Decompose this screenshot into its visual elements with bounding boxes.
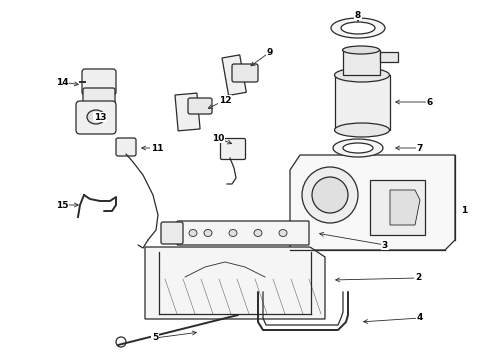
- Text: 12: 12: [218, 95, 231, 104]
- Bar: [334, 75, 389, 130]
- Ellipse shape: [334, 68, 389, 82]
- FancyBboxPatch shape: [116, 138, 136, 156]
- Ellipse shape: [340, 22, 374, 34]
- Text: 7: 7: [416, 144, 422, 153]
- Bar: [175, 93, 200, 131]
- Ellipse shape: [342, 46, 379, 54]
- FancyBboxPatch shape: [83, 88, 115, 108]
- FancyBboxPatch shape: [220, 139, 245, 159]
- Text: 13: 13: [94, 113, 106, 122]
- Ellipse shape: [279, 230, 286, 237]
- Text: 6: 6: [426, 98, 432, 107]
- Text: 2: 2: [414, 274, 420, 283]
- FancyBboxPatch shape: [76, 101, 116, 134]
- Bar: [342, 50, 379, 75]
- Ellipse shape: [253, 230, 262, 237]
- Text: 8: 8: [354, 10, 360, 19]
- FancyBboxPatch shape: [82, 69, 116, 95]
- Polygon shape: [289, 155, 454, 250]
- FancyBboxPatch shape: [231, 64, 258, 82]
- Circle shape: [311, 177, 347, 213]
- Ellipse shape: [330, 18, 384, 38]
- Ellipse shape: [332, 139, 382, 157]
- Text: 14: 14: [56, 77, 68, 86]
- Text: 3: 3: [381, 240, 387, 249]
- Circle shape: [302, 167, 357, 223]
- Text: 15: 15: [56, 201, 68, 210]
- Ellipse shape: [228, 230, 237, 237]
- FancyBboxPatch shape: [177, 221, 308, 245]
- Bar: [369, 180, 424, 235]
- Ellipse shape: [334, 123, 389, 137]
- Text: 5: 5: [152, 333, 158, 342]
- Polygon shape: [145, 247, 325, 319]
- Ellipse shape: [189, 230, 197, 237]
- FancyBboxPatch shape: [161, 222, 183, 244]
- Text: 1: 1: [460, 206, 466, 215]
- Bar: [222, 55, 246, 95]
- Text: 4: 4: [416, 314, 422, 323]
- Ellipse shape: [203, 230, 212, 237]
- Text: 10: 10: [211, 134, 224, 143]
- Text: 11: 11: [150, 144, 163, 153]
- Ellipse shape: [342, 143, 372, 153]
- Polygon shape: [389, 190, 419, 225]
- Text: 9: 9: [266, 48, 273, 57]
- Ellipse shape: [87, 110, 105, 124]
- FancyBboxPatch shape: [187, 98, 212, 114]
- Circle shape: [116, 337, 126, 347]
- Bar: [379, 52, 397, 62]
